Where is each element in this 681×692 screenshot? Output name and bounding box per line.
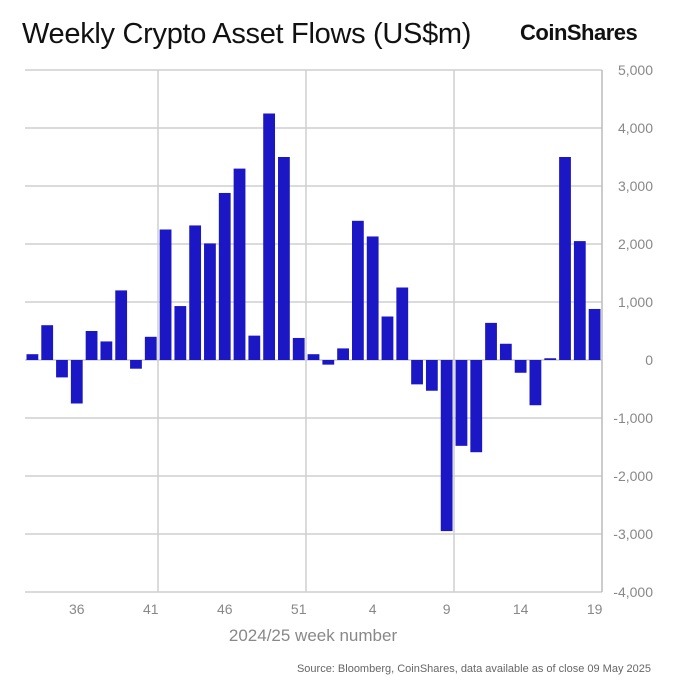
- bar-week-18: [573, 241, 586, 360]
- bar-week-52: [307, 354, 320, 360]
- bar-week-1: [322, 360, 335, 365]
- y-tick-label: -3,000: [613, 526, 653, 542]
- bar-week-10: [455, 360, 468, 446]
- bar-week-3: [351, 220, 364, 360]
- bar-week-48: [248, 335, 261, 360]
- bar-week-45: [204, 243, 216, 360]
- x-tick-label: 51: [291, 601, 307, 617]
- x-tick-label: 36: [69, 601, 85, 617]
- bar-week-44: [189, 225, 202, 360]
- bar-week-35: [56, 360, 68, 378]
- x-axis-label: 2024/25 week number: [229, 626, 398, 645]
- bar-week-8: [425, 360, 438, 391]
- bar-week-51: [292, 337, 305, 360]
- bar-week-5: [381, 316, 394, 360]
- bar-week-38: [100, 341, 113, 360]
- bar-week-33: [26, 354, 39, 360]
- bar-week-40: [130, 360, 142, 369]
- bar-week-43: [174, 306, 187, 360]
- y-tick-label: 2,000: [618, 236, 653, 252]
- bar-week-49: [263, 113, 276, 360]
- x-tick-label: 4: [369, 601, 377, 617]
- y-tick-label: 4,000: [618, 120, 653, 136]
- y-tick-label: -1,000: [613, 410, 653, 426]
- x-tick-label: 46: [217, 601, 233, 617]
- bar-week-39: [115, 290, 128, 360]
- y-tick-label: 0: [645, 352, 653, 368]
- bar-week-17: [559, 157, 571, 360]
- x-tick-label: 19: [587, 601, 603, 617]
- bar-week-11: [470, 360, 483, 453]
- y-tick-label: -4,000: [613, 584, 653, 600]
- bar-week-7: [411, 360, 423, 385]
- x-tick-label: 14: [513, 601, 529, 617]
- bar-week-42: [159, 229, 172, 360]
- bar-week-37: [85, 331, 98, 360]
- bar-week-36: [70, 360, 83, 404]
- bar-week-19: [588, 308, 601, 360]
- bar-week-15: [529, 360, 542, 406]
- bar-week-9: [440, 360, 453, 532]
- bar-week-47: [233, 168, 246, 360]
- bar-week-41: [144, 336, 157, 360]
- bar-week-34: [41, 325, 54, 360]
- y-tick-label: 1,000: [618, 294, 653, 310]
- bar-week-2: [337, 348, 349, 360]
- bar-week-14: [514, 360, 527, 373]
- bar-week-12: [485, 322, 497, 360]
- bar-week-4: [366, 236, 379, 360]
- bar-week-50: [278, 157, 290, 360]
- bar-week-16: [544, 358, 557, 360]
- bar-week-46: [218, 192, 231, 360]
- bar-week-13: [499, 343, 512, 360]
- y-tick-label: 3,000: [618, 178, 653, 194]
- y-tick-label: -2,000: [613, 468, 653, 484]
- coinshares-logo: CoinShares: [520, 20, 638, 45]
- source-note: Source: Bloomberg, CoinShares, data avai…: [296, 663, 651, 675]
- x-tick-label: 41: [143, 601, 159, 617]
- y-tick-label: 5,000: [618, 62, 653, 78]
- bar-week-6: [396, 287, 409, 360]
- x-tick-label: 9: [443, 601, 451, 617]
- chart-title: Weekly Crypto Asset Flows (US$m): [22, 18, 472, 50]
